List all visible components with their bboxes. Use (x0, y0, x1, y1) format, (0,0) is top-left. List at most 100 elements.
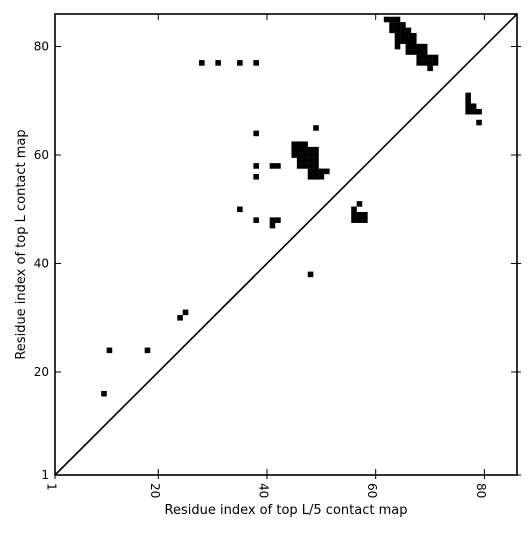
contact-cell (296, 152, 303, 158)
contact-cell (351, 211, 357, 218)
contact-cell (302, 157, 308, 164)
contact-cell (313, 125, 319, 131)
contact-cell (275, 163, 281, 169)
contact-cell (356, 211, 363, 218)
contact-cell (182, 309, 189, 316)
contact-cell (421, 54, 428, 61)
contact-cell (411, 38, 417, 44)
contact-cell (411, 49, 417, 55)
contact-cell (269, 163, 276, 169)
contact-cell (394, 22, 401, 28)
contact-cell (405, 27, 412, 34)
contact-cell (405, 49, 412, 55)
contact-cell (215, 60, 221, 66)
contact-cell (465, 98, 471, 104)
contact-cell (416, 49, 423, 55)
contact-cell (362, 217, 368, 223)
contact-cell (302, 146, 308, 153)
contact-cell (302, 141, 308, 148)
x-tick-label: 40 (256, 483, 270, 498)
contact-cell (351, 206, 357, 213)
contact-cell (389, 22, 395, 28)
y-axis-label: Residue index of top L contact map (14, 129, 29, 359)
contact-cell (394, 43, 401, 50)
x-tick-label: 60 (365, 483, 379, 498)
contact-cell (318, 168, 325, 175)
x-axis-label: Residue index of top L/5 contact map (165, 503, 408, 518)
contact-cell (313, 152, 319, 158)
contact-cell (237, 206, 243, 213)
contact-cell (253, 60, 259, 66)
contact-cell (427, 60, 433, 66)
contact-cell (253, 217, 259, 223)
contact-cell (405, 38, 412, 44)
contact-cells (101, 16, 482, 397)
contact-cell (362, 211, 368, 218)
y-tick-label: 80 (34, 40, 49, 54)
y-tick-label: 60 (34, 148, 49, 162)
contact-cell (106, 347, 113, 354)
contact-cell (416, 54, 423, 61)
contact-cell (296, 141, 303, 148)
contact-cell (307, 146, 314, 153)
contact-cell (313, 163, 319, 169)
contact-cell (307, 157, 314, 164)
contact-cell (291, 141, 298, 148)
contact-cell (476, 119, 482, 126)
contact-cell (253, 163, 259, 169)
contact-cell (421, 43, 428, 50)
contact-cell (465, 108, 471, 115)
contact-cell (400, 32, 406, 39)
y-tick-label: 40 (34, 256, 49, 270)
contact-cell (432, 54, 439, 61)
contact-cell (405, 43, 412, 50)
contact-cell (307, 152, 314, 158)
contact-cell (470, 103, 477, 110)
contact-cell (269, 217, 276, 223)
contact-cell (313, 157, 319, 164)
contact-cell (416, 43, 423, 50)
contact-cell (199, 60, 205, 66)
contact-cell (144, 347, 151, 354)
contact-cell (253, 173, 259, 180)
contact-cell (476, 108, 482, 115)
y-tick-label: 20 (34, 365, 49, 379)
contact-cell (302, 152, 308, 158)
contact-cell (394, 27, 401, 34)
contact-cell (307, 163, 314, 169)
contact-cell (411, 32, 417, 39)
contact-cell (465, 92, 471, 99)
contact-cell (296, 157, 303, 164)
contact-cell (394, 32, 401, 39)
y-tick-label: 1 (41, 468, 49, 482)
contact-cell (318, 173, 325, 180)
contact-cell (253, 130, 259, 137)
diagonal-line (54, 13, 518, 476)
contact-cell (400, 38, 406, 44)
plot-frame (54, 13, 518, 476)
contact-cell (400, 22, 406, 28)
axis-ticks: 1 20 40 60 80 1 20 40 60 80 (34, 14, 521, 498)
contact-cell (400, 27, 406, 34)
contact-cell (405, 32, 412, 39)
contact-cell (291, 146, 298, 153)
contact-cell (101, 390, 107, 397)
contact-cell (307, 168, 314, 175)
contact-cell (313, 168, 319, 175)
x-tick-label: 80 (474, 483, 488, 498)
x-tick-label: 20 (148, 483, 162, 498)
contact-cell (237, 60, 243, 66)
contact-cell (291, 152, 298, 158)
contact-cell (470, 108, 477, 115)
contact-cell (177, 315, 183, 321)
contact-cell (324, 168, 330, 175)
contact-cell (275, 217, 281, 223)
contact-cell (394, 38, 401, 44)
contact-cell (432, 60, 439, 66)
contact-cell (313, 173, 319, 180)
x-tick-label: 1 (45, 483, 59, 491)
contact-cell (427, 65, 433, 72)
contact-cell (351, 217, 357, 223)
contact-cell (269, 222, 276, 229)
